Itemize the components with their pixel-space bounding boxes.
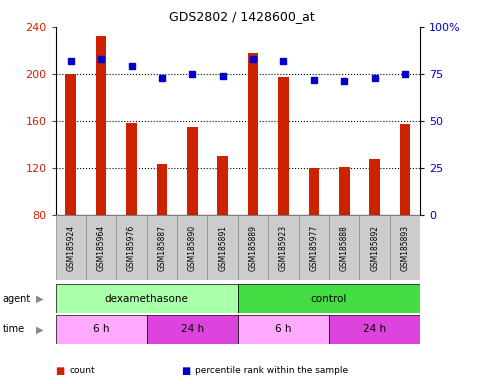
Bar bbox=[177, 215, 208, 280]
Bar bbox=[359, 215, 390, 280]
Text: GSM185964: GSM185964 bbox=[97, 225, 106, 271]
Bar bbox=[309, 168, 319, 215]
Bar bbox=[329, 215, 359, 280]
Bar bbox=[400, 124, 411, 215]
Text: GSM185924: GSM185924 bbox=[66, 225, 75, 271]
Text: ▶: ▶ bbox=[36, 293, 43, 304]
Bar bbox=[86, 215, 116, 280]
Text: GSM185893: GSM185893 bbox=[400, 225, 410, 271]
Text: GSM185891: GSM185891 bbox=[218, 225, 227, 271]
Bar bbox=[369, 159, 380, 215]
Text: ■: ■ bbox=[56, 366, 65, 376]
Text: GSM185888: GSM185888 bbox=[340, 225, 349, 271]
Bar bbox=[238, 215, 268, 280]
Text: GDS2802 / 1428600_at: GDS2802 / 1428600_at bbox=[169, 10, 314, 23]
Text: GSM185887: GSM185887 bbox=[157, 225, 167, 271]
Text: control: control bbox=[311, 293, 347, 304]
Text: 24 h: 24 h bbox=[181, 324, 204, 334]
Bar bbox=[329, 315, 420, 344]
Bar bbox=[248, 53, 258, 215]
Bar bbox=[96, 36, 106, 215]
Text: GSM185976: GSM185976 bbox=[127, 225, 136, 271]
Text: GSM185889: GSM185889 bbox=[249, 225, 257, 271]
Bar bbox=[217, 156, 228, 215]
Bar bbox=[390, 215, 420, 280]
Text: 6 h: 6 h bbox=[275, 324, 292, 334]
Bar bbox=[56, 284, 238, 313]
Bar bbox=[268, 215, 298, 280]
Bar bbox=[156, 164, 167, 215]
Bar bbox=[298, 215, 329, 280]
Text: GSM185923: GSM185923 bbox=[279, 225, 288, 271]
Bar bbox=[147, 215, 177, 280]
Text: ■: ■ bbox=[181, 366, 190, 376]
Bar bbox=[187, 127, 198, 215]
Text: ▶: ▶ bbox=[36, 324, 43, 334]
Bar bbox=[238, 284, 420, 313]
Bar bbox=[56, 215, 86, 280]
Bar bbox=[278, 78, 289, 215]
Text: percentile rank within the sample: percentile rank within the sample bbox=[195, 366, 348, 375]
Text: GSM185892: GSM185892 bbox=[370, 225, 379, 271]
Bar bbox=[65, 74, 76, 215]
Text: GSM185977: GSM185977 bbox=[309, 225, 318, 271]
Text: dexamethasone: dexamethasone bbox=[105, 293, 189, 304]
Text: agent: agent bbox=[2, 293, 30, 304]
Bar bbox=[208, 215, 238, 280]
Text: count: count bbox=[69, 366, 95, 375]
Bar bbox=[56, 315, 147, 344]
Bar bbox=[147, 315, 238, 344]
Bar bbox=[339, 167, 350, 215]
Text: 24 h: 24 h bbox=[363, 324, 386, 334]
Text: 6 h: 6 h bbox=[93, 324, 109, 334]
Bar bbox=[126, 123, 137, 215]
Bar bbox=[116, 215, 147, 280]
Text: time: time bbox=[2, 324, 25, 334]
Bar bbox=[238, 315, 329, 344]
Text: GSM185890: GSM185890 bbox=[188, 225, 197, 271]
